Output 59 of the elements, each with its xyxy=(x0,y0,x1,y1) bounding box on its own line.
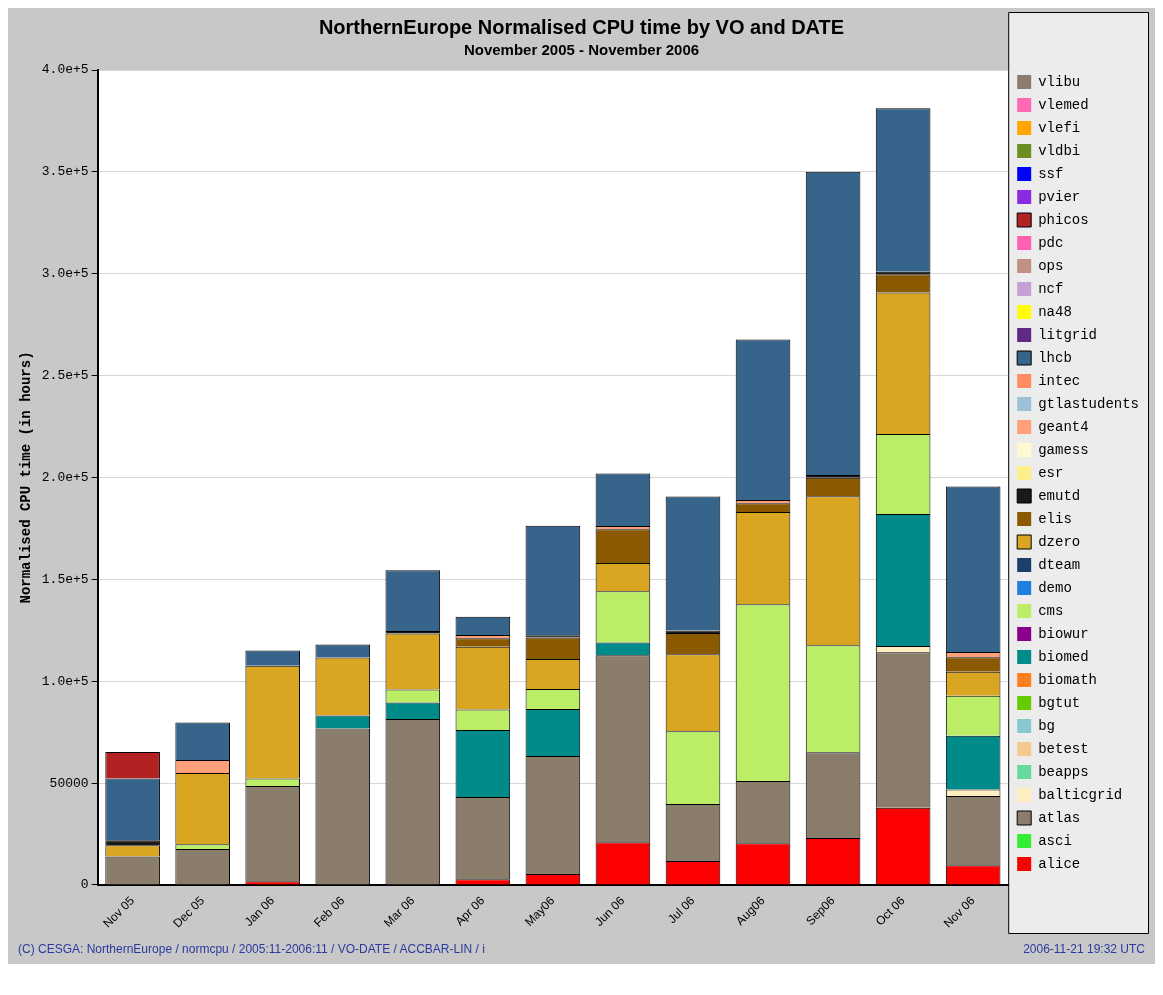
y-tick-label: 3.5e+5 xyxy=(41,164,89,180)
legend-label: vlibu xyxy=(1038,73,1081,90)
legend-label: dteam xyxy=(1038,556,1081,573)
legend-label: ops xyxy=(1038,257,1064,274)
text: (C) CESGA: NorthernEurope / normcpu / 2005:11-2006:11 / VO-DATE / ACCBAR-LIN / i xyxy=(18,942,485,956)
y-tick-label: 2.0e+5 xyxy=(41,469,89,485)
x-tick-label: Jul 06 xyxy=(664,893,698,927)
y-axis-title: Normalised CPU time (in hours) xyxy=(17,351,34,604)
legend-label: lhcb xyxy=(1038,349,1072,366)
y-tick-label: 50000 xyxy=(49,775,89,791)
legend-label: biomed xyxy=(1038,648,1089,665)
legend-label: ssf xyxy=(1038,165,1064,182)
legend-label: esr xyxy=(1038,464,1064,481)
legend-label: vldbi xyxy=(1038,142,1081,159)
chart-subtitle: November 2005 - November 2006 xyxy=(463,41,700,59)
legend-label: na48 xyxy=(1038,303,1072,320)
y-tick-label: 3.0e+5 xyxy=(41,266,89,282)
legend-label: vlefi xyxy=(1038,119,1081,136)
y-tick-label: 0 xyxy=(80,877,89,893)
legend-label: bgtut xyxy=(1038,694,1081,711)
y-tick-label: 2.5e+5 xyxy=(41,368,89,384)
x-tick-label: Feb 06 xyxy=(310,893,348,930)
legend-label: intec xyxy=(1038,372,1081,389)
legend-label: vlemed xyxy=(1038,96,1089,113)
legend-label: balticgrid xyxy=(1038,786,1123,803)
chart-title: NorthernEurope Normalised CPU time by VO and DATE xyxy=(318,15,845,38)
legend-label: beapps xyxy=(1038,763,1089,780)
x-tick-label: Mar 06 xyxy=(380,893,418,930)
y-tick-label: 1.0e+5 xyxy=(41,673,89,689)
legend-label: cms xyxy=(1038,602,1064,619)
x-tick-label: Nov 05 xyxy=(100,893,138,931)
y-tick-label: 4.0e+5 xyxy=(41,62,89,78)
y-tick-label: 1.5e+5 xyxy=(41,571,89,587)
legend-label: demo xyxy=(1038,579,1072,596)
legend-label: phicos xyxy=(1038,211,1089,228)
legend-label: asci xyxy=(1038,832,1072,849)
legend-label: gtlastudents xyxy=(1038,395,1140,412)
legend-label: alice xyxy=(1038,855,1081,872)
legend-label: biomath xyxy=(1038,671,1097,688)
legend-label: pvier xyxy=(1038,188,1081,205)
legend-label: pdc xyxy=(1038,234,1064,251)
x-tick-label: Dec 05 xyxy=(170,893,208,931)
x-tick-label: Nov 06 xyxy=(940,893,978,931)
legend-label: atlas xyxy=(1038,809,1081,826)
x-tick-label: Apr 06 xyxy=(452,893,488,929)
text: 2006-11-21 19:32 UTC xyxy=(1023,942,1145,956)
x-tick-label: Jun 06 xyxy=(592,893,628,929)
legend-label: elis xyxy=(1038,510,1072,527)
legend-label: gamess xyxy=(1038,441,1089,458)
x-tick-label: Oct 06 xyxy=(872,893,908,929)
legend-label: biowur xyxy=(1038,625,1089,642)
legend-label: bg xyxy=(1038,717,1055,734)
x-tick-label: Jan 06 xyxy=(241,893,278,929)
legend-label: emutd xyxy=(1038,487,1081,504)
legend-label: litgrid xyxy=(1038,326,1097,343)
legend-label: geant4 xyxy=(1038,418,1089,435)
legend-label: betest xyxy=(1038,740,1089,757)
legend-label: ncf xyxy=(1038,280,1064,297)
legend-label: dzero xyxy=(1038,533,1081,550)
